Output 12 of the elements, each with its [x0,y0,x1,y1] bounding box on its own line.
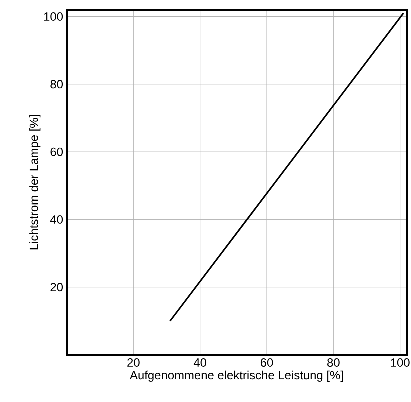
x-tick-label: 60 [260,358,274,367]
x-tick-label: 20 [128,358,140,367]
y-tick-label: 40 [50,215,64,224]
y-axis-title: Lichtstrom der Lampe [%] [30,115,41,250]
y-tick-label: 60 [50,148,64,156]
x-tick-label: 40 [194,358,207,367]
y-tick-label: 80 [50,80,64,89]
x-tick-label: 100 [391,358,410,367]
y-tick-label: 20 [50,283,64,292]
y-tick-label: 100 [44,12,64,21]
x-tick-label: 80 [328,358,340,367]
x-axis-title: Aufgenommene elektrische Leistung [%] [130,370,344,382]
